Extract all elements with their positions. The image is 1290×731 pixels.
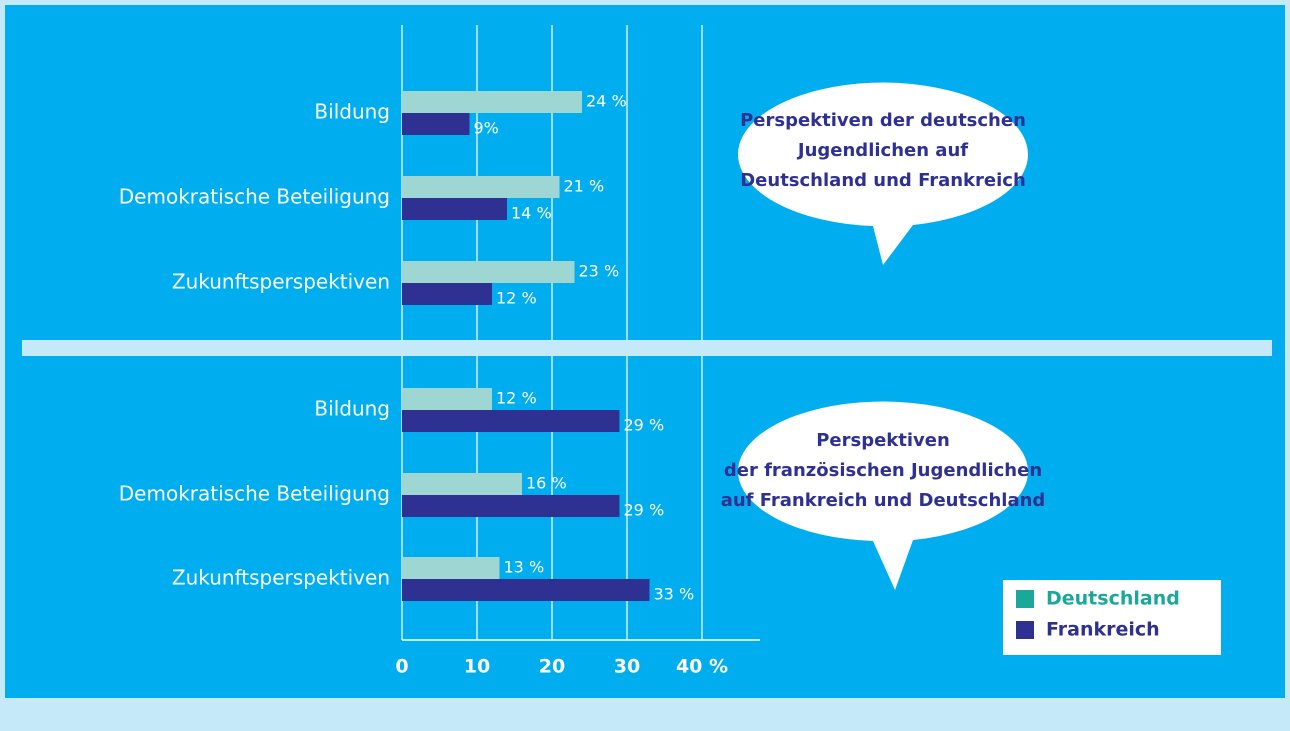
bar	[402, 473, 522, 495]
bar	[402, 388, 492, 410]
category-label: Zukunftsperspektiven	[172, 566, 390, 590]
legend-label: Deutschland	[1046, 588, 1180, 610]
value-label: 16 %	[526, 474, 567, 493]
chart-title: Perspektiven der deutschen	[740, 110, 1026, 131]
value-label: 9%	[474, 119, 499, 138]
legend-swatch	[1016, 590, 1034, 608]
legend-label: Frankreich	[1046, 619, 1160, 641]
value-label: 29 %	[624, 501, 665, 520]
speech-bubble	[737, 82, 1028, 266]
speech-bubble	[737, 401, 1028, 590]
chart-title: Perspektiven	[816, 430, 950, 451]
value-label: 24 %	[586, 92, 627, 111]
value-label: 12 %	[496, 289, 537, 308]
category-label: Zukunftsperspektiven	[172, 270, 390, 294]
category-label: Bildung	[314, 100, 390, 124]
x-tick-label: 10	[464, 656, 490, 678]
value-label: 14 %	[511, 204, 552, 223]
bar	[402, 579, 650, 601]
category-label: Bildung	[314, 397, 390, 421]
bar	[402, 410, 620, 432]
value-label: 12 %	[496, 389, 537, 408]
bar	[402, 91, 582, 113]
x-tick-label: 40 %	[676, 656, 728, 678]
x-tick-label: 0	[395, 656, 408, 678]
value-label: 21 %	[564, 177, 605, 196]
legend: Deutschland Frankreich	[1003, 580, 1221, 655]
bar	[402, 557, 500, 579]
x-tick-label: 20	[539, 656, 565, 678]
bar	[402, 113, 470, 135]
legend-box	[1003, 580, 1221, 655]
chart-title: Jugendlichen auf	[796, 140, 968, 161]
legend-swatch	[1016, 621, 1034, 639]
x-tick-label: 30	[614, 656, 640, 678]
separator	[22, 340, 1272, 356]
value-label: 13 %	[504, 558, 545, 577]
bar	[402, 495, 620, 517]
chart-title: auf Frankreich und Deutschland	[721, 490, 1046, 511]
value-label: 23 %	[579, 262, 620, 281]
bar	[402, 198, 507, 220]
chart-title: der französischen Jugendlichen	[724, 460, 1042, 481]
bar	[402, 261, 575, 283]
bar	[402, 283, 492, 305]
chart-title: Deutschland und Frankreich	[740, 170, 1026, 191]
value-label: 29 %	[624, 416, 665, 435]
category-label: Demokratische Beteiligung	[119, 482, 390, 506]
value-label: 33 %	[654, 585, 695, 604]
bar	[402, 176, 560, 198]
category-label: Demokratische Beteiligung	[119, 185, 390, 209]
